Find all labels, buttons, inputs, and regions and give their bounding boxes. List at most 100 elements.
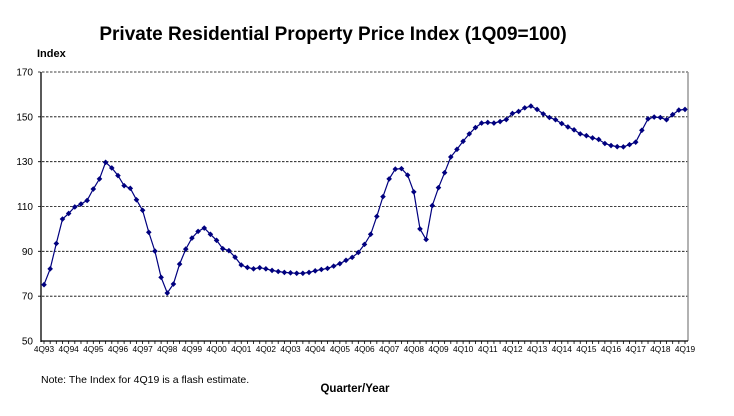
- data-point: [337, 260, 343, 267]
- data-point: [300, 270, 306, 277]
- data-point: [213, 237, 220, 244]
- data-point: [663, 116, 670, 123]
- x-tick-label: 4Q05: [330, 344, 351, 354]
- data-point: [503, 116, 510, 123]
- data-point: [232, 254, 238, 260]
- data-point: [423, 236, 429, 243]
- data-point: [84, 197, 90, 204]
- x-tick-label: 4Q96: [108, 344, 129, 354]
- data-point: [540, 111, 547, 117]
- data-point: [355, 249, 362, 256]
- data-point: [47, 266, 53, 272]
- x-tick-labels: 4Q93 4Q94 4Q95 4Q96 4Q97 4Q98 4Q99 4Q00 4Q01 4Q02…: [34, 344, 696, 354]
- x-tick-label: 4Q02: [256, 344, 277, 354]
- y-tick-label: 130: [16, 157, 33, 168]
- data-point: [176, 261, 183, 267]
- data-point: [515, 108, 522, 115]
- data-point: [380, 193, 386, 200]
- data-point: [361, 241, 368, 248]
- data-point: [534, 106, 540, 113]
- data-point: [669, 111, 676, 118]
- x-tick-label: 4Q13: [527, 344, 548, 354]
- x-tick-label: 4Q15: [576, 344, 597, 354]
- data-point: [651, 114, 657, 120]
- data-point: [53, 240, 60, 247]
- series-line: [41, 103, 688, 296]
- data-point: [133, 196, 140, 203]
- data-point: [312, 268, 318, 274]
- data-point: [256, 264, 263, 271]
- data-point: [349, 254, 355, 261]
- x-tick-label: 4Q93: [34, 344, 55, 354]
- data-point: [429, 202, 436, 209]
- data-point: [595, 136, 602, 143]
- data-point: [324, 265, 331, 272]
- data-point: [90, 186, 97, 192]
- data-point: [454, 146, 460, 153]
- data-point: [102, 159, 109, 166]
- data-point: [330, 263, 337, 269]
- data-point: [491, 120, 497, 126]
- data-point: [139, 207, 146, 214]
- chart-note: Note: The Index for 4Q19 is a flash esti…: [41, 374, 249, 386]
- data-point: [59, 216, 66, 222]
- data-point: [269, 267, 275, 274]
- data-point: [65, 210, 72, 217]
- data-point: [417, 226, 423, 232]
- y-tick-label: 110: [17, 202, 33, 213]
- x-tick-label: 4Q09: [428, 344, 449, 354]
- data-point: [632, 139, 639, 145]
- x-tick-label: 4Q97: [132, 344, 153, 354]
- x-tick-label: 4Q12: [502, 344, 523, 354]
- data-point: [158, 274, 164, 281]
- data-point: [367, 231, 374, 238]
- x-tick-label: 4Q14: [552, 344, 573, 354]
- data-point: [614, 143, 621, 150]
- data-point: [602, 140, 608, 147]
- data-point: [182, 246, 189, 252]
- data-point: [435, 184, 442, 191]
- data-point: [115, 172, 121, 179]
- x-tick-label: 4Q10: [453, 344, 474, 354]
- data-point: [287, 270, 294, 276]
- data-point: [263, 266, 269, 272]
- chart-title: Private Residential Property Price Index…: [99, 24, 566, 45]
- data-point: [472, 124, 479, 131]
- x-tick-label: 4Q99: [182, 344, 203, 354]
- data-point: [411, 189, 417, 195]
- data-point: [466, 131, 473, 137]
- y-tick-label: 90: [22, 247, 34, 258]
- data-point: [565, 124, 571, 130]
- data-point: [392, 166, 399, 172]
- x-tick-label: 4Q17: [626, 344, 647, 354]
- gridlines: [38, 71, 688, 297]
- data-point: [657, 114, 664, 121]
- data-point: [219, 245, 226, 252]
- x-tick-label: 4Q98: [157, 344, 178, 354]
- data-point: [676, 107, 682, 113]
- data-point: [398, 165, 405, 172]
- x-tick-label: 4Q07: [379, 344, 400, 354]
- x-tick-label: 4Q04: [305, 344, 326, 354]
- data-point: [484, 119, 491, 126]
- x-tick-label: 4Q08: [404, 344, 425, 354]
- y-tick-labels: 50 70 90 110 130 150 170: [16, 68, 33, 348]
- data-point: [626, 141, 633, 148]
- data-point: [244, 264, 251, 271]
- data-point: [121, 182, 127, 189]
- data-point: [164, 290, 171, 296]
- x-tick-label: 4Q94: [59, 344, 80, 354]
- data-point: [546, 114, 553, 121]
- data-point: [108, 165, 115, 171]
- y-tick-label: 150: [16, 112, 33, 123]
- x-tick-label: 4Q00: [206, 344, 227, 354]
- data-point: [577, 131, 584, 137]
- data-point: [608, 142, 614, 149]
- data-point: [145, 229, 152, 236]
- data-point: [639, 127, 645, 134]
- series-path: [43, 105, 686, 295]
- data-point: [447, 154, 454, 160]
- y-axis-label: Index: [37, 48, 67, 60]
- y-tick-label: 50: [22, 337, 34, 348]
- data-point: [374, 213, 380, 220]
